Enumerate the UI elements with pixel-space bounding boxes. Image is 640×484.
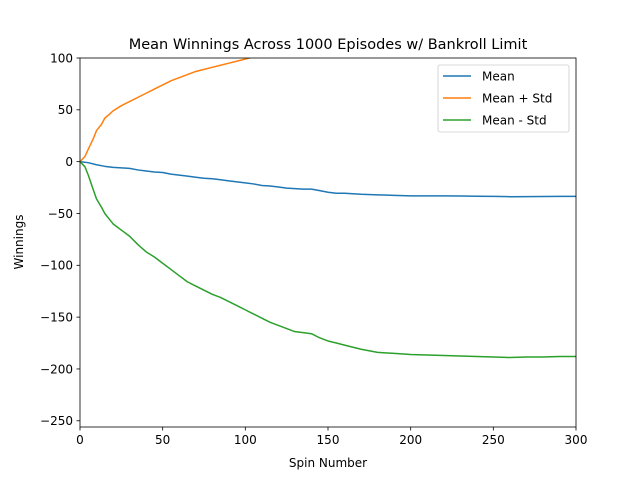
x-tick-label: 200: [399, 433, 422, 447]
series-line-mean-std: [80, 58, 253, 163]
y-tick-label: 0: [65, 155, 73, 169]
x-tick-label: 100: [234, 433, 257, 447]
chart-title: Mean Winnings Across 1000 Episodes w/ Ba…: [129, 37, 528, 53]
y-tick-label: −50: [48, 207, 73, 221]
y-tick-label: 50: [58, 103, 73, 117]
x-tick-label: 0: [76, 433, 84, 447]
y-tick-label: 100: [50, 51, 73, 65]
x-axis-title: Spin Number: [289, 456, 367, 470]
x-tick-label: 150: [317, 433, 340, 447]
legend: Mean Mean + Std Mean - Std: [437, 64, 570, 133]
series-line-mean-std: [80, 160, 576, 359]
series-layer: [80, 58, 576, 359]
legend-label-mean-std: Mean + Std: [482, 91, 552, 105]
y-tick-label: −250: [40, 414, 73, 428]
x-tick-label: 50: [155, 433, 170, 447]
series-line-mean: [80, 160, 576, 198]
y-tick-label: −100: [40, 259, 73, 273]
plot-frame: [79, 57, 577, 428]
x-tick-label: 250: [482, 433, 505, 447]
legend-frame: [437, 64, 570, 133]
legend-label-mean: Mean: [482, 69, 515, 83]
y-tick-label: −150: [40, 310, 73, 324]
legend-label-mean-std: Mean - Std: [482, 113, 547, 127]
y-tick-label: −200: [40, 362, 73, 376]
axis-layer: 0 50 100 150 200 250 300 −250 −200 −150 −100 −50 0 50…: [40, 51, 587, 447]
x-tick-label: 300: [565, 433, 588, 447]
y-axis-title: Winnings: [12, 215, 26, 270]
